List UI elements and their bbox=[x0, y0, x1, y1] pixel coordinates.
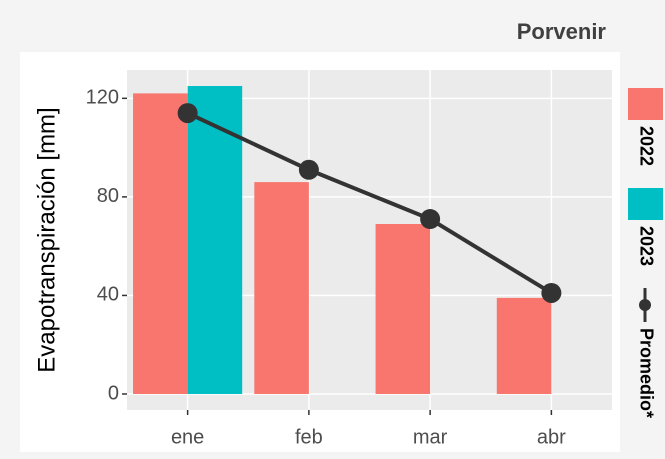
legend-key bbox=[628, 88, 663, 120]
y-tick-label: 120 bbox=[86, 87, 119, 109]
point bbox=[541, 282, 562, 303]
y-axis-label: Evapotranspiración [mm] bbox=[33, 107, 60, 372]
y-tick-label: 40 bbox=[97, 284, 119, 306]
chart-title: Porvenir bbox=[517, 19, 607, 44]
x-tick-label: mar bbox=[413, 426, 448, 448]
bar bbox=[254, 182, 309, 394]
bar bbox=[496, 297, 552, 394]
x-tick-label: feb bbox=[295, 426, 323, 448]
y-tick-label: 0 bbox=[108, 382, 119, 404]
point bbox=[420, 209, 441, 230]
legend-label: 2022 bbox=[636, 126, 656, 166]
bar bbox=[187, 86, 243, 394]
bar bbox=[133, 93, 188, 394]
line bbox=[186, 111, 553, 295]
y-tick-label: 80 bbox=[97, 185, 119, 207]
legend-key bbox=[628, 188, 663, 220]
x-tick-label: ene bbox=[171, 426, 204, 448]
legend-label: Promedio* bbox=[636, 328, 656, 418]
point bbox=[177, 103, 198, 124]
x-tick-label: abr bbox=[537, 426, 566, 448]
legend-label: 2023 bbox=[636, 226, 656, 266]
bar bbox=[375, 223, 431, 394]
legend-key bbox=[639, 299, 651, 311]
point bbox=[298, 159, 319, 180]
